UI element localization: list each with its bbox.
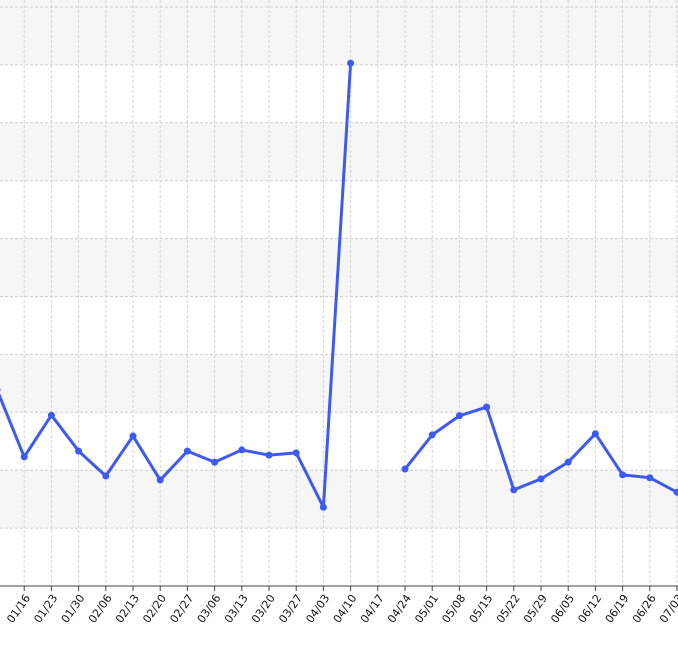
point: [292, 449, 300, 457]
x-tick-label: 03/06: [195, 592, 224, 625]
x-tick-label: 06/05: [548, 592, 577, 625]
point: [47, 411, 55, 419]
x-tick-label: 06/12: [575, 592, 604, 625]
x-tick-label: 06/26: [630, 592, 659, 625]
point: [183, 447, 191, 455]
x-tick-label: 01/30: [59, 592, 88, 625]
point: [619, 471, 627, 479]
x-tick-label: 03/13: [222, 592, 251, 625]
plot-band: [0, 122, 678, 181]
point: [564, 458, 572, 466]
point: [591, 430, 599, 438]
point: [347, 59, 355, 67]
point: [75, 447, 83, 455]
x-tick-label: 03/27: [276, 592, 305, 625]
point: [646, 474, 654, 482]
plot-band: [0, 354, 678, 413]
x-tick-label: 02/20: [140, 592, 169, 625]
point: [401, 465, 409, 473]
point: [319, 503, 327, 511]
x-tick-label: 04/17: [358, 592, 387, 625]
plot-band: [0, 7, 678, 65]
x-tick-label: 04/10: [331, 592, 360, 625]
point: [455, 412, 463, 420]
point: [510, 486, 518, 494]
x-tick-label: 04/03: [303, 592, 332, 625]
point: [428, 431, 436, 439]
point: [102, 472, 110, 480]
point: [211, 458, 219, 466]
point: [20, 453, 28, 461]
x-tick-label: 05/29: [521, 592, 550, 625]
point: [238, 446, 246, 454]
point: [0, 387, 1, 392]
x-tick-label: 05/22: [494, 592, 523, 625]
x-tick-label: 02/13: [113, 592, 142, 625]
x-tick-label: 04/24: [385, 592, 414, 625]
x-tick-label: 03/20: [249, 592, 278, 625]
x-tick-label: 07/03: [657, 592, 678, 625]
x-tick-label: 01/16: [4, 592, 33, 625]
x-tick-label: 05/08: [439, 592, 468, 625]
point: [483, 403, 491, 411]
x-tick-label: 05/15: [467, 592, 496, 625]
point: [129, 432, 137, 440]
point: [156, 476, 164, 484]
point: [673, 488, 678, 496]
x-tick-label: 02/06: [86, 592, 115, 625]
plot-band: [0, 470, 678, 529]
x-tick-label: 01/23: [31, 592, 60, 625]
point: [537, 475, 545, 483]
x-tick-label: 05/01: [412, 592, 441, 625]
x-tick-label: 06/19: [603, 592, 632, 625]
plot-band: [0, 0, 678, 7]
x-tick-label: 02/27: [167, 592, 196, 625]
point: [265, 451, 273, 459]
